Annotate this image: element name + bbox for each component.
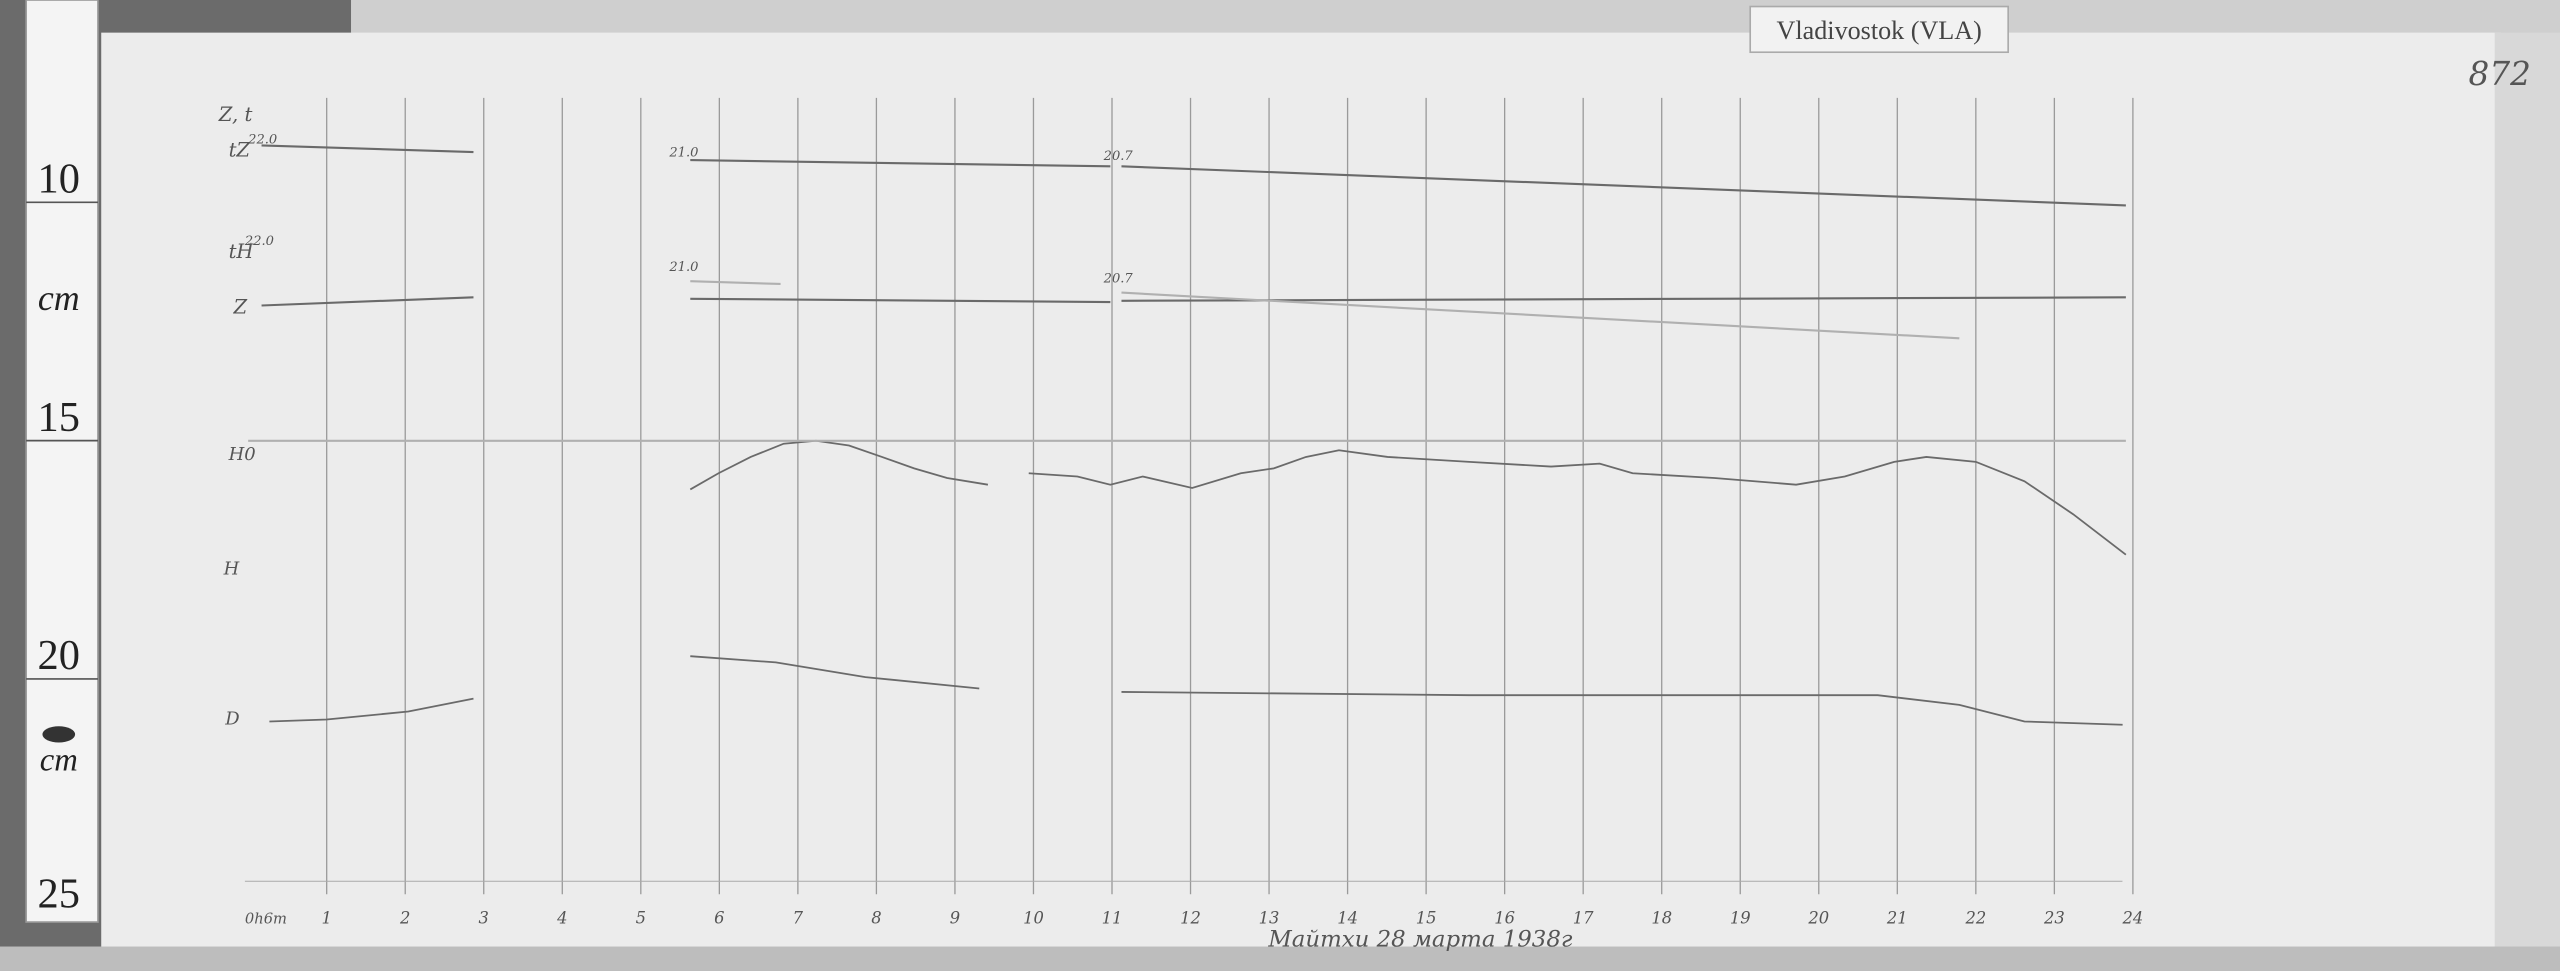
trace-th bbox=[1121, 291, 1960, 340]
hour-tick-label: 7 bbox=[793, 909, 804, 928]
sheet-number: 872 bbox=[2469, 55, 2531, 93]
date-caption: Майтхи 28 марта 1938г bbox=[1267, 927, 1572, 953]
hour-tick-label: 13 bbox=[1259, 909, 1280, 928]
hour-tick-label: 18 bbox=[1651, 909, 1672, 928]
temp-label: 20.7 bbox=[1103, 149, 1134, 164]
temp-label: 20.7 bbox=[1103, 271, 1134, 286]
row-label-th: tH bbox=[229, 240, 255, 263]
trace-h bbox=[689, 439, 989, 491]
hour-tick-label: 5 bbox=[636, 909, 646, 928]
temp-label: 22.0 bbox=[244, 234, 274, 249]
ruler-label-20: 20 bbox=[38, 632, 80, 679]
trace-d bbox=[269, 697, 474, 723]
temp-label: 21.0 bbox=[668, 146, 698, 161]
ruler-unit: cm bbox=[38, 278, 80, 318]
hour-tick-label: 8 bbox=[871, 909, 881, 928]
row-label-h0: H0 bbox=[228, 444, 256, 465]
hour-tick-label: 16 bbox=[1494, 909, 1515, 928]
hour-tick-label: 15 bbox=[1416, 909, 1437, 928]
trace-h bbox=[1028, 449, 2127, 556]
trace-z bbox=[690, 297, 1111, 304]
hour-tick-label: 3 bbox=[479, 909, 489, 928]
station-label: Vladivostok (VLA) bbox=[1777, 16, 1982, 45]
trace-d bbox=[690, 655, 980, 690]
hour-tick-label: 21 bbox=[1886, 909, 1908, 928]
ruler-label-15: 15 bbox=[38, 394, 80, 441]
row-label-zt: Z, t bbox=[218, 103, 253, 126]
hour-tick-label: 6 bbox=[714, 909, 724, 928]
hour-tick-label: 20 bbox=[1807, 909, 1829, 928]
bottom-edge bbox=[0, 946, 2560, 971]
trace-th bbox=[690, 280, 781, 286]
row-label-d: D bbox=[224, 709, 239, 730]
hour-tick-label: 14 bbox=[1337, 909, 1358, 928]
hour-tick-label: 10 bbox=[1023, 909, 1044, 928]
ruler-label-25: 25 bbox=[38, 870, 80, 917]
trace-z bbox=[1121, 296, 2126, 302]
trace-d bbox=[1121, 691, 2123, 726]
row-label-tz: tZ bbox=[229, 139, 251, 162]
hour-tick-label: 12 bbox=[1180, 909, 1201, 928]
temp-label: 22.0 bbox=[247, 133, 277, 148]
ruler-unit-bottom: cm bbox=[40, 742, 78, 778]
ruler-strip bbox=[25, 0, 99, 923]
hour-tick-label: 1 bbox=[321, 909, 331, 928]
hour-tick-label: 24 bbox=[2122, 909, 2144, 928]
station-label-card bbox=[1749, 5, 2009, 54]
hour-tick-label: 11 bbox=[1102, 909, 1123, 928]
hour-tick-label: 23 bbox=[2043, 909, 2065, 928]
x-unit-label: 0h6m bbox=[245, 911, 287, 928]
hour-tick-label: 22 bbox=[1964, 909, 1986, 928]
ruler-label-10: 10 bbox=[38, 156, 80, 203]
trace-tz bbox=[1121, 165, 2126, 207]
paper-sheet bbox=[101, 32, 2502, 950]
hour-tick-label: 2 bbox=[399, 909, 410, 928]
trace-tz bbox=[690, 159, 1111, 168]
row-label-h: H bbox=[223, 558, 240, 579]
paper-edge bbox=[2494, 32, 2560, 950]
hour-tick-label: 19 bbox=[1730, 909, 1751, 928]
trace-z bbox=[261, 296, 474, 307]
temp-label: 21.0 bbox=[668, 260, 698, 275]
hour-tick-label: 17 bbox=[1573, 909, 1594, 928]
row-label-z: Z bbox=[232, 295, 247, 318]
trace-tz bbox=[261, 144, 474, 154]
eye-icon bbox=[42, 726, 76, 743]
hour-tick-label: 9 bbox=[950, 909, 960, 928]
hour-tick-label: 4 bbox=[556, 909, 567, 928]
